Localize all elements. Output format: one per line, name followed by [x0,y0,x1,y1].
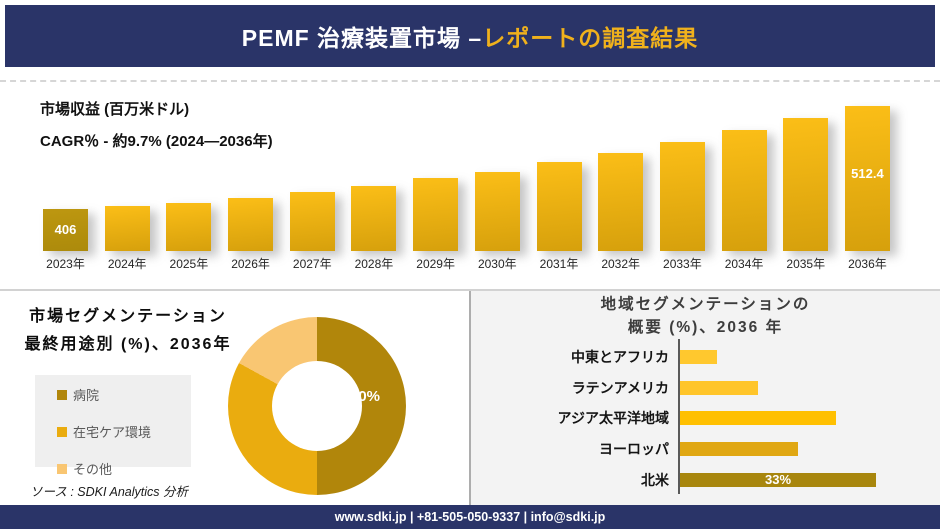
end-use-donut-chart: 50% [228,317,406,495]
legend-item: 在宅ケア環境 [57,422,191,441]
regional-bar-row: アジア太平洋地域 [471,403,940,433]
regional-bar [680,350,717,364]
legend-label: 在宅ケア環境 [73,425,152,440]
regional-bar-row: ヨーロッパ [471,434,940,464]
legend-item: 病院 [57,385,191,404]
revenue-value-label: 512.4 [851,166,884,181]
report-title: PEMF 治療装置市場 –レポートの調査結果 [242,19,698,53]
regional-category-label: ラテンアメリカ [571,379,669,396]
revenue-bar-column: 2030年 [474,172,520,272]
revenue-bar [166,203,212,251]
revenue-bar-column: 2024年 [104,206,150,272]
regional-category-label: アジア太平洋地域 [557,410,669,427]
legend-label: その他 [73,462,113,477]
end-use-segmentation-panel: 市場セグメンテーション 最終用途別 (%)、2036年 病院 在宅ケア環境 その他 … [0,291,469,505]
revenue-bar [413,178,459,251]
regional-category-label: ヨーロッパ [599,441,669,458]
revenue-year-label: 2032年 [601,257,641,271]
source-note: ソース : SDKI Analytics 分析 [30,485,188,499]
legend-swatch [57,389,67,400]
revenue-cagr-label: CAGR％ - 約9.7% (2024―2036年) [40,133,273,150]
revenue-year-label: 2024年 [107,257,147,271]
regional-chart-axis [678,339,680,494]
revenue-bar [536,162,582,251]
regional-bar [680,442,798,457]
revenue-bar [721,130,767,251]
legend-item: その他 [57,459,191,478]
legend-swatch [57,426,67,437]
footer-contact-bar: www.sdki.jp | +81-505-050-9337 | info@sd… [0,505,940,529]
end-use-chart-title: 市場セグメンテーション 最終用途別 (%)、2036年 [18,303,238,359]
revenue-bar [289,192,335,251]
revenue-bar-column: 2027年 [289,192,335,272]
end-use-chart-title-line1: 市場セグメンテーション [29,308,227,325]
revenue-bar-column: 2034年 [721,130,767,272]
regional-bar: 33% [680,471,876,487]
regional-bar-row: 北米 33% [471,465,940,495]
revenue-bar [104,206,150,251]
revenue-bar-column: 406 2023年 [43,209,88,272]
revenue-year-label: 2033年 [663,257,702,271]
end-use-chart-title-line2: 最終用途別 (%)、2036年 [24,336,232,353]
revenue-bar-column: 2028年 [351,186,397,272]
revenue-bar-column: 2032年 [598,153,644,272]
report-title-accent: レポートの調査結果 [482,25,699,51]
revenue-year-label: 2028年 [354,257,394,271]
regional-bar-row: 中東とアフリカ [471,342,940,372]
regional-chart-title-line1: 地域セグメンテーションの [600,296,811,313]
revenue-bar-chart: 406 2023年 2024年 2025年 2026年 2027年 2028年 2029年 20… [43,82,890,272]
regional-bar [680,380,758,395]
revenue-bar-column: 2026年 [228,198,274,272]
regional-bar-row: ラテンアメリカ [471,373,940,403]
revenue-bar-column: 512.4 2036年 [844,106,890,272]
revenue-bar [474,172,520,251]
revenue-bar-column: 2029年 [413,178,459,272]
regional-category-label: 北米 [641,471,669,488]
revenue-bar: 406 [43,209,88,251]
regional-chart-title-line2: 概要 (%)、2036 年 [627,319,784,336]
revenue-bar-column: 2025年 [166,203,212,272]
revenue-bar: 512.4 [844,106,890,251]
revenue-bar [351,186,397,251]
revenue-year-label: 2023年 [46,257,85,271]
regional-bar [680,411,836,426]
revenue-bar [228,198,274,251]
report-title-main: PEMF 治療装置市場 – [241,25,483,51]
revenue-year-label: 2025年 [169,257,209,271]
revenue-year-label: 2030年 [477,257,517,271]
revenue-year-label: 2035年 [786,257,826,271]
regional-category-label: 中東とアフリカ [571,349,669,365]
revenue-year-label: 2029年 [416,257,455,271]
revenue-bar [659,142,705,251]
revenue-year-label: 2027年 [292,257,332,271]
revenue-value-label: 406 [54,222,77,237]
report-header: PEMF 治療装置市場 –レポートの調査結果 [5,5,935,67]
regional-value-label: 33% [764,471,792,487]
revenue-year-label: 2031年 [539,257,579,271]
revenue-year-label: 2034年 [724,257,764,271]
revenue-bar [783,118,829,251]
regional-chart-title: 地域セグメンテーションの 概要 (%)、2036 年 [471,293,940,339]
end-use-legend: 病院在宅ケア環境 その他 [35,375,191,477]
revenue-chart-panel: 市場収益 (百万米ドル) CAGR％ - 約9.7% (2024―2036年) … [0,80,940,291]
legend-swatch [57,463,67,474]
revenue-bar-column: 2033年 [659,142,705,272]
revenue-metric-label: 市場収益 (百万米ドル) [40,101,190,118]
donut-value-label: 50% [350,388,381,405]
revenue-bar-column: 2035年 [783,118,829,272]
revenue-year-label: 2026年 [231,257,270,271]
legend-label: 病院 [73,388,100,403]
revenue-bar-column: 2031年 [536,162,582,272]
revenue-bar [598,153,644,251]
donut-hole [272,361,362,451]
panel-divider [469,291,471,505]
revenue-year-label: 2036年 [848,257,887,271]
regional-segmentation-panel: 地域セグメンテーションの 概要 (%)、2036 年 中東とアフリカ ラテンアメリ… [471,291,940,505]
